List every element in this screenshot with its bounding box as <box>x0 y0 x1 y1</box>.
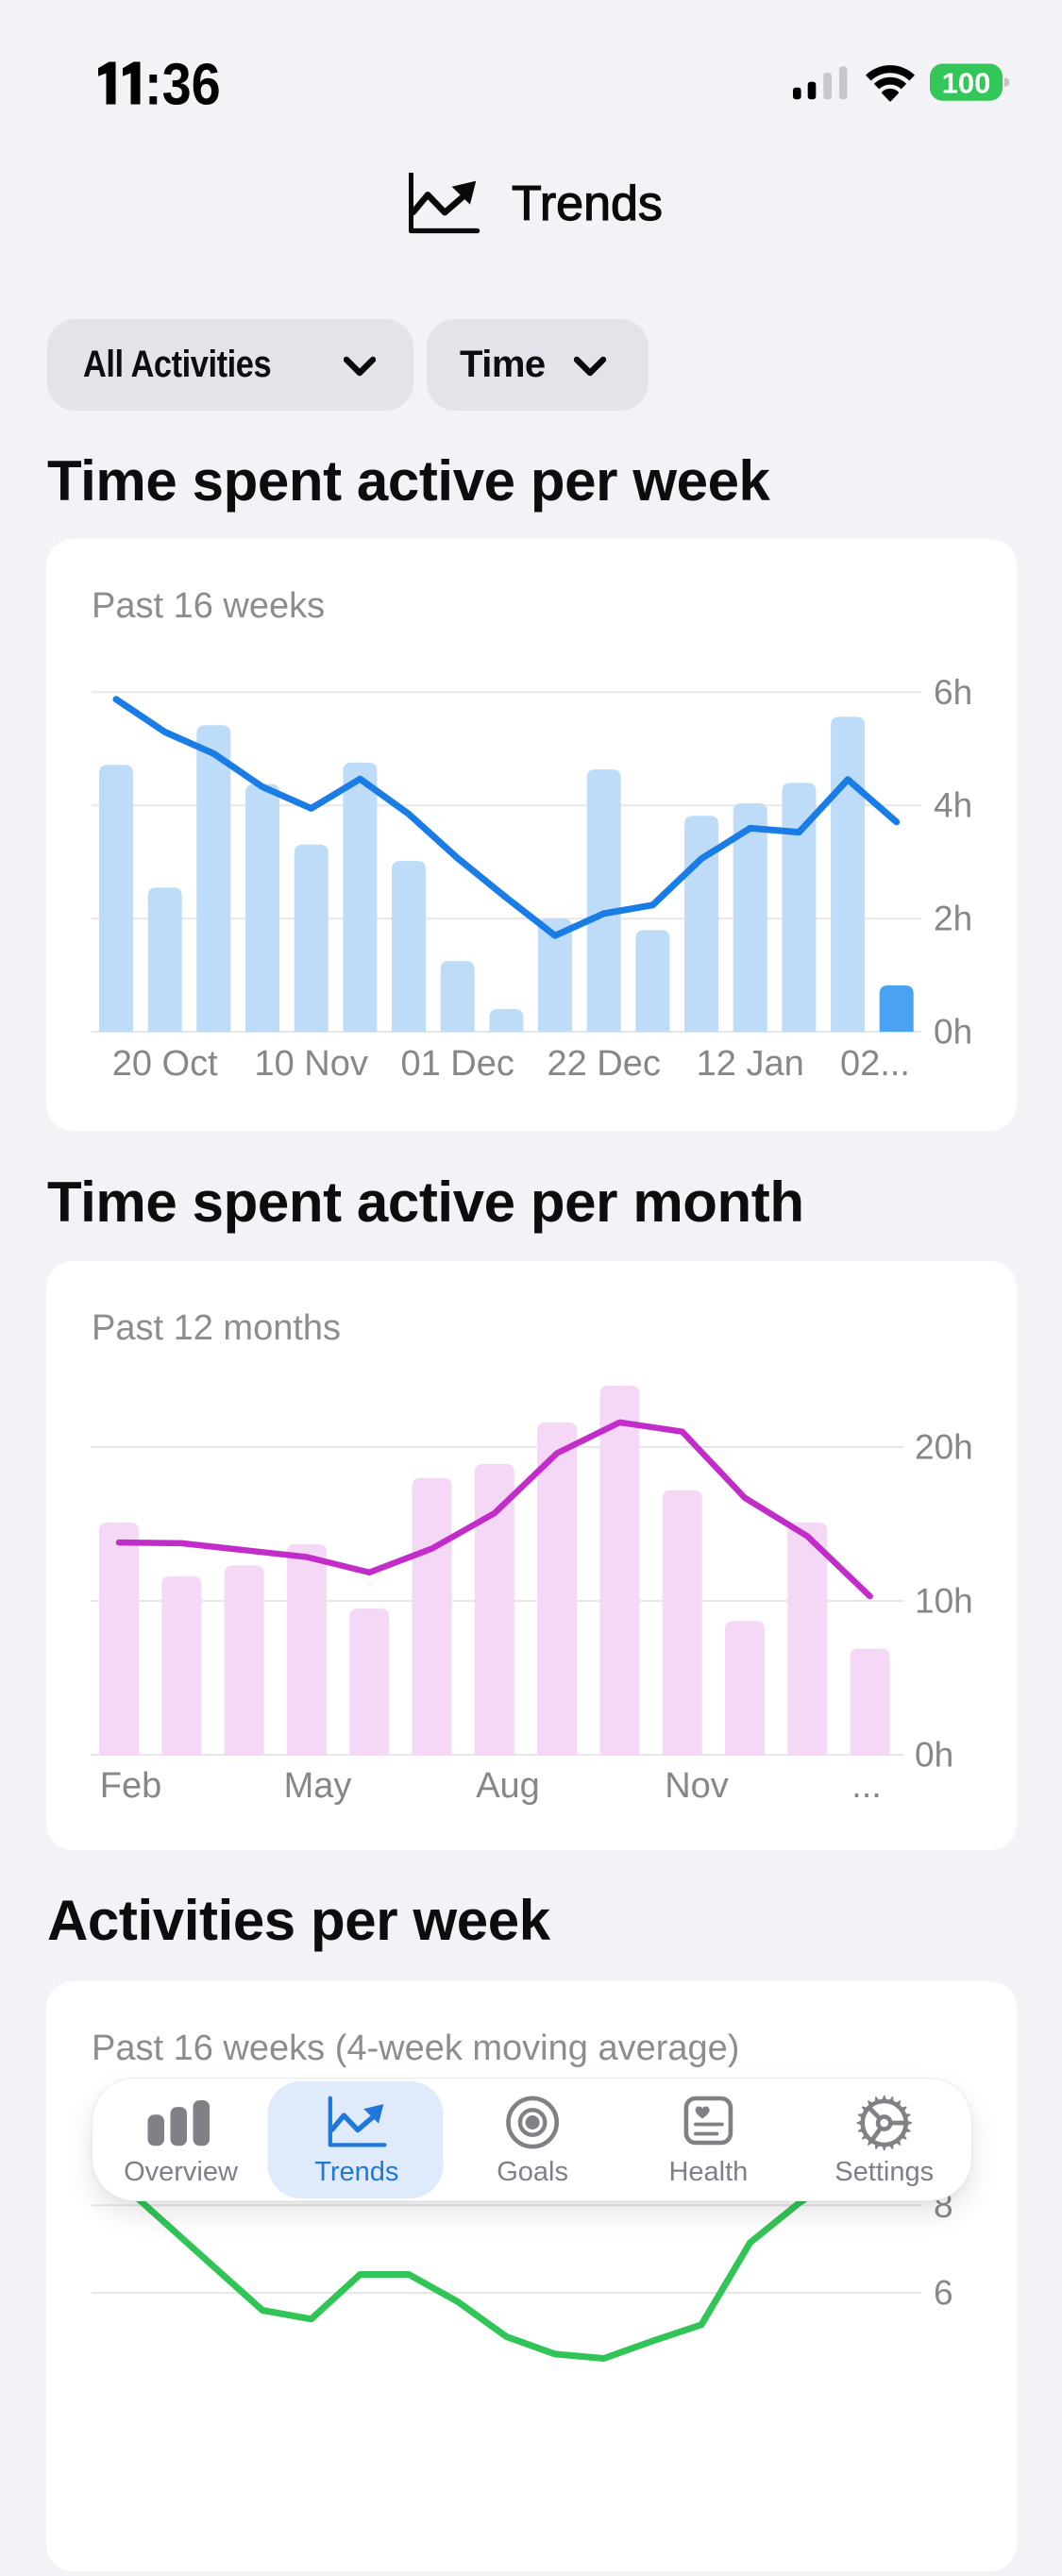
svg-text:Feb: Feb <box>100 1766 161 1806</box>
svg-text:4h: 4h <box>934 786 972 825</box>
svg-text:Aug: Aug <box>476 1766 540 1806</box>
svg-text:10 Nov: 10 Nov <box>254 1044 367 1084</box>
svg-text:12 Jan: 12 Jan <box>697 1044 804 1084</box>
svg-text:Past 16 weeks: Past 16 weeks <box>92 586 325 626</box>
svg-text:Overview: Overview <box>124 2157 239 2187</box>
svg-text:20h: 20h <box>915 1428 973 1467</box>
svg-text:02...: 02... <box>840 1044 910 1084</box>
svg-text::36: :36 <box>144 59 221 109</box>
svg-text:100: 100 <box>942 67 991 100</box>
svg-text:Trends: Trends <box>314 2157 398 2187</box>
svg-text:6h: 6h <box>934 673 972 712</box>
svg-text:2h: 2h <box>934 900 972 938</box>
svg-text:01 Dec: 01 Dec <box>400 1044 514 1084</box>
svg-text:0h: 0h <box>915 1736 953 1775</box>
svg-text:Goals: Goals <box>497 2157 568 2187</box>
svg-text:May: May <box>284 1766 352 1806</box>
svg-text:Past 12 months: Past 12 months <box>92 1308 341 1348</box>
svg-text:Nov: Nov <box>665 1766 729 1806</box>
svg-text:...: ... <box>851 1766 882 1806</box>
svg-text:0h: 0h <box>934 1013 972 1052</box>
svg-text:Past 16 weeks (4-week moving a: Past 16 weeks (4-week moving average) <box>92 2029 739 2068</box>
svg-text:10h: 10h <box>915 1582 973 1621</box>
svg-text:22 Dec: 22 Dec <box>547 1044 660 1084</box>
svg-text:20 Oct: 20 Oct <box>112 1044 218 1084</box>
svg-text:Health: Health <box>668 2157 748 2187</box>
svg-text:Settings: Settings <box>834 2157 934 2187</box>
